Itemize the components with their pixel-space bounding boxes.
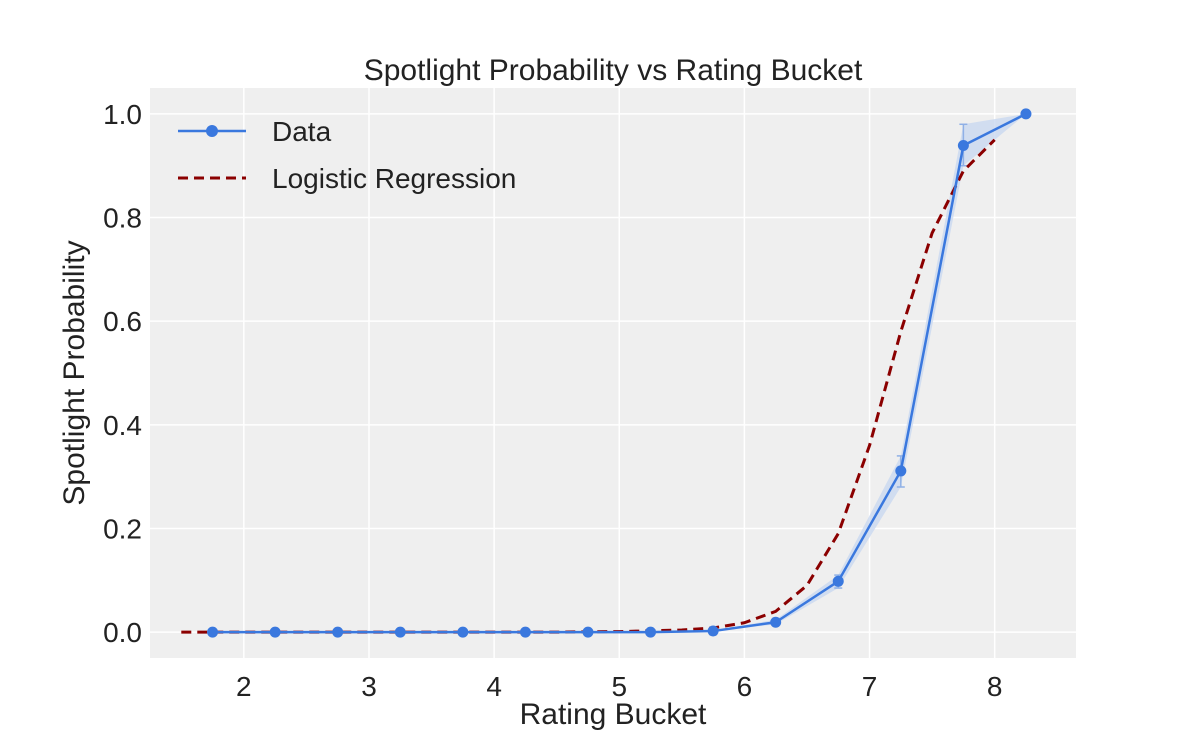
y-tick-label: 0.2 bbox=[103, 513, 142, 544]
x-tick-label: 4 bbox=[486, 671, 502, 702]
data-point bbox=[269, 626, 281, 638]
data-point bbox=[1020, 108, 1032, 120]
x-axis-label: Rating Bucket bbox=[520, 698, 707, 731]
x-tick-label: 5 bbox=[611, 671, 627, 702]
y-tick-label: 0.6 bbox=[103, 306, 142, 337]
data-point bbox=[207, 626, 219, 638]
x-tick-label: 3 bbox=[361, 671, 377, 702]
data-point bbox=[332, 626, 344, 638]
x-tick-label: 7 bbox=[862, 671, 878, 702]
y-tick-label: 1.0 bbox=[103, 99, 142, 130]
data-point bbox=[770, 616, 782, 628]
tick-layer: 2 3 4 5 6 7 8 0.0 0.2 0.4 0.6 0.8 1.0 bbox=[103, 99, 1002, 702]
data-series-line bbox=[212, 112, 1027, 634]
x-tick-label: 6 bbox=[737, 671, 753, 702]
data-point bbox=[519, 626, 531, 638]
data-point bbox=[457, 626, 469, 638]
y-tick-label: 0.0 bbox=[103, 617, 142, 648]
data-point bbox=[394, 626, 406, 638]
data-point bbox=[582, 626, 594, 638]
x-tick-label: 8 bbox=[987, 671, 1003, 702]
legend-label-data: Data bbox=[272, 116, 332, 147]
y-tick-label: 0.4 bbox=[103, 410, 142, 441]
data-point bbox=[895, 465, 907, 477]
y-axis-label: Spotlight Probability bbox=[58, 240, 91, 505]
data-point bbox=[832, 575, 844, 587]
data-point bbox=[707, 625, 719, 637]
chart-title: Spotlight Probability vs Rating Bucket bbox=[364, 54, 863, 87]
series-layer bbox=[181, 108, 1032, 638]
legend-label-logistic-regression: Logistic Regression bbox=[272, 163, 516, 194]
legend-data-marker bbox=[206, 125, 218, 137]
legend: Data Logistic Regression bbox=[178, 116, 516, 194]
data-point bbox=[957, 140, 969, 152]
data-point bbox=[645, 626, 657, 638]
y-tick-label: 0.8 bbox=[103, 203, 142, 234]
x-tick-label: 2 bbox=[236, 671, 252, 702]
